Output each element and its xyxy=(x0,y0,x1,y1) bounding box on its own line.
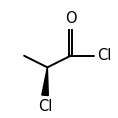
Text: Cl: Cl xyxy=(97,48,111,63)
Polygon shape xyxy=(42,67,48,96)
Text: Cl: Cl xyxy=(38,99,52,114)
Text: O: O xyxy=(65,11,76,26)
